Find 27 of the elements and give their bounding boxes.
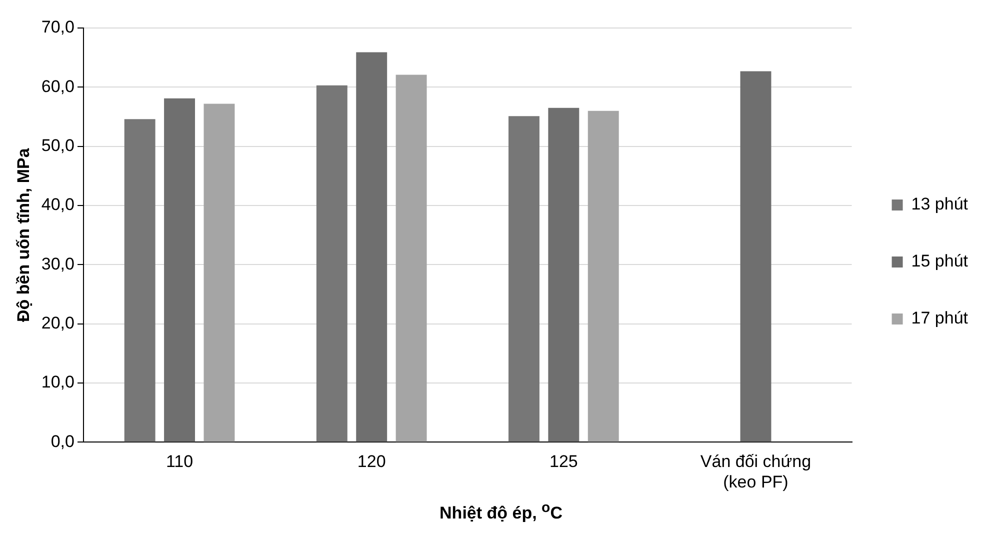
legend-label: 17 phút <box>911 308 968 328</box>
bar <box>508 116 540 442</box>
x-tick-label: 120 <box>357 452 386 472</box>
bar <box>548 108 580 442</box>
x-tick-label: Ván đối chứng (keo PF) <box>700 452 812 492</box>
x-tick-label: 110 <box>166 452 194 472</box>
y-tick-label: 10,0 <box>41 372 74 392</box>
y-tick-label: 70,0 <box>41 18 74 37</box>
y-tick-label: 60,0 <box>41 76 74 96</box>
bar <box>204 104 235 442</box>
bar <box>124 119 156 442</box>
bar <box>740 71 772 442</box>
y-tick-label: 30,0 <box>41 254 74 274</box>
bar <box>588 110 619 442</box>
legend-label: 15 phút <box>911 252 968 271</box>
legend-label: 13 phút <box>911 194 968 214</box>
x-tick-label: 125 <box>549 452 578 472</box>
bar <box>316 85 348 442</box>
y-tick-label: 0,0 <box>50 432 74 451</box>
bar <box>356 52 388 442</box>
y-tick-label: 40,0 <box>41 195 74 214</box>
bar <box>396 74 427 442</box>
y-tick-label: 50,0 <box>41 136 74 156</box>
x-axis-title: Nhiệt độ ép, $^{o}$C <box>438 500 564 524</box>
bar <box>164 98 196 442</box>
y-tick-label: 20,0 <box>41 314 74 333</box>
y-axis-title: Độ bền uốn tĩnh, MPa <box>14 148 33 322</box>
